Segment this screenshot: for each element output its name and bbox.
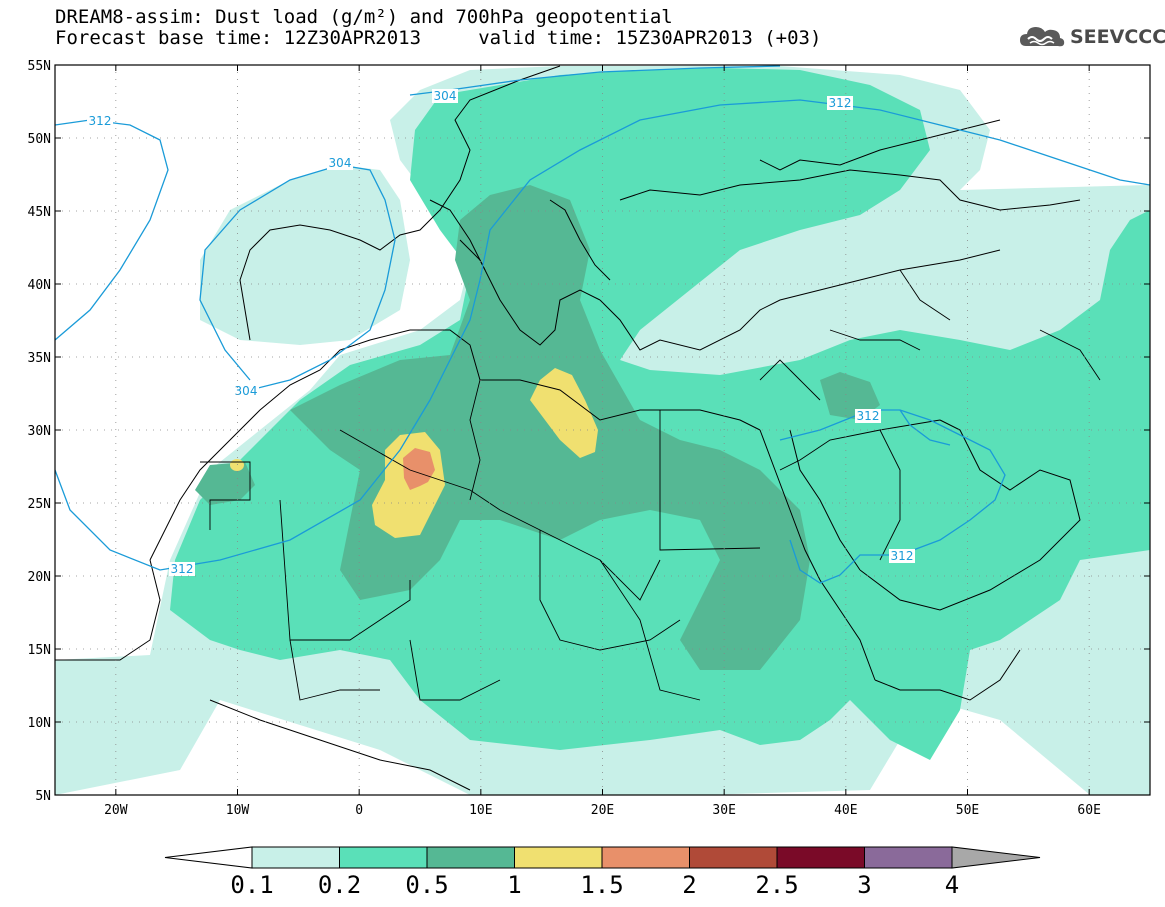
colorbar-swatch [776,846,865,869]
lat-label: 45N [28,205,51,220]
longitude-labels: 20W 10W 0 10E 20E 30E 40E 50E 60E [104,803,1101,818]
lon-label: 10E [469,803,492,818]
colorbar-level-label: 3 [857,871,871,899]
colorbar-swatch [689,846,778,869]
colorbar-swatch [339,846,428,869]
colorbar-level-label: 0.1 [230,871,273,899]
dust-level-1-libya [530,368,598,458]
lat-label: 55N [28,59,51,74]
colorbar-level-label: 0.2 [318,871,361,899]
contour-label: 312 [171,562,194,576]
lat-label: 40N [28,278,51,293]
lat-label: 5N [35,789,51,804]
lat-label: 50N [28,132,51,147]
contour-label: 312 [829,96,852,110]
lon-label: 40E [834,803,857,818]
colorbar-swatch [601,846,690,869]
forecast-time: Forecast base time: 12Z30APR2013 valid t… [55,27,822,49]
contour-label: 312 [89,114,112,128]
dust-level-0.1-west [200,165,410,345]
contour-label: 312 [857,409,880,423]
axis-ticks [55,64,1150,796]
colorbar-level-label: 2.5 [755,871,798,899]
latitude-labels: 55N 50N 45N 40N 35N 30N 25N 20N 15N 10N 5N [28,59,51,804]
dust-field: 312 304 312 304 312 312 312 304 [55,65,1150,795]
colorbar-swatch [514,846,603,869]
dust-level-1-morocco [230,459,244,471]
colorbar-level-label: 4 [945,871,959,899]
colorbar-level-label: 1 [507,871,521,899]
lat-label: 20N [28,570,51,585]
lon-label: 0 [355,803,363,818]
lon-label: 20E [591,803,614,818]
colorbar-swatch [251,846,340,869]
dust-level-0.5-morocco [195,462,255,505]
logo-text: SEEVCCC [1070,26,1165,48]
colorbar: 0.1 0.2 0.5 1 1.5 2 2.5 3 4 [164,846,1041,899]
lon-label: 30E [712,803,735,818]
contour-label: 312 [891,549,914,563]
colorbar-lower-arrow [164,846,253,869]
colorbar-swatch [864,846,953,869]
contour-label: 304 [235,384,258,398]
lon-label: 20W [104,803,128,818]
contour-label: 304 [329,156,352,170]
colorbar-level-label: 2 [682,871,696,899]
lat-label: 15N [28,643,51,658]
seevccc-logo: SEEVCCC [1018,22,1165,52]
graticule [55,65,1150,795]
map-title: DREAM8-assim: Dust load (g/m²) and 700hP… [55,6,673,28]
lat-label: 10N [28,716,51,731]
dust-level-0.5 [290,185,810,670]
lat-label: 35N [28,351,51,366]
lon-label: 50E [956,803,979,818]
cloud-icon [1020,27,1065,47]
country-borders [200,269,1101,701]
colorbar-swatch [426,846,515,869]
lon-label: 60E [1077,803,1100,818]
dust-level-1.5 [403,448,435,490]
colorbar-level-label: 0.5 [405,871,448,899]
lat-label: 30N [28,424,51,439]
contour-label: 304 [434,89,457,103]
lon-label: 10W [226,803,250,818]
colorbar-upper-arrow [951,846,1041,869]
colorbar-level-label: 1.5 [580,871,623,899]
lat-label: 25N [28,497,51,512]
contour-labels: 312 304 312 304 312 312 312 304 [87,89,915,576]
dust-level-0.5-arabia [820,372,880,420]
